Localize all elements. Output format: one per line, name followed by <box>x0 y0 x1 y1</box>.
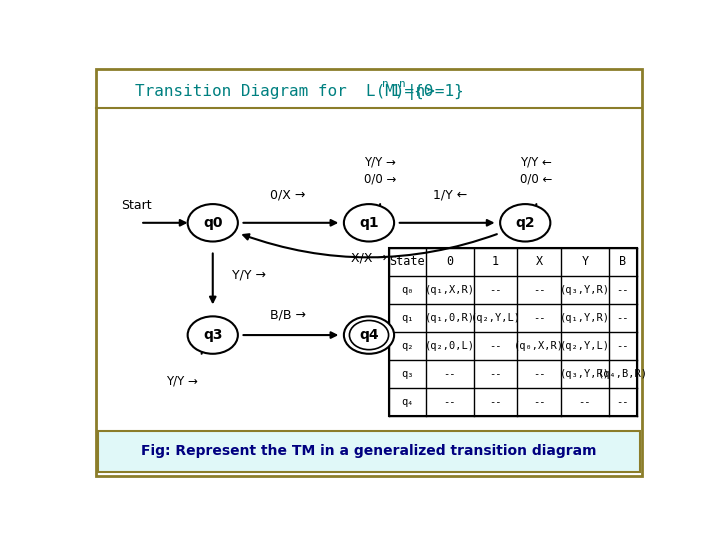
Text: q0: q0 <box>203 216 222 230</box>
Text: q2: q2 <box>516 216 535 230</box>
Text: --: -- <box>533 285 545 295</box>
Text: Y/Y ←: Y/Y ← <box>521 156 552 168</box>
Text: State: State <box>390 255 425 268</box>
Circle shape <box>500 204 550 241</box>
Text: Y/Y →: Y/Y → <box>166 375 198 388</box>
Text: Y/Y →: Y/Y → <box>233 268 266 281</box>
Circle shape <box>344 316 394 354</box>
Text: --: -- <box>533 369 545 379</box>
Text: --: -- <box>616 397 629 407</box>
Text: q4: q4 <box>359 328 379 342</box>
Text: Fig: Represent the TM in a generalized transition diagram: Fig: Represent the TM in a generalized t… <box>141 444 597 458</box>
FancyBboxPatch shape <box>389 248 637 416</box>
Text: q₂: q₂ <box>401 341 413 351</box>
Text: 0: 0 <box>446 255 454 268</box>
Text: (q₁,0,R): (q₁,0,R) <box>425 313 474 323</box>
Text: (q₂,Y,L): (q₂,Y,L) <box>471 313 521 323</box>
Text: (q₂,0,L): (q₂,0,L) <box>425 341 474 351</box>
Text: --: -- <box>616 285 629 295</box>
Text: q3: q3 <box>203 328 222 342</box>
FancyBboxPatch shape <box>99 431 639 472</box>
Text: n: n <box>382 78 389 89</box>
Text: (q₃,Y,R): (q₃,Y,R) <box>560 369 610 379</box>
Text: (q₃,Y,R): (q₃,Y,R) <box>560 285 610 295</box>
Text: 0/0 →: 0/0 → <box>364 172 396 185</box>
Text: Start: Start <box>121 199 151 212</box>
Text: --: -- <box>616 313 629 323</box>
Text: --: -- <box>490 285 502 295</box>
Text: (q₁,X,R): (q₁,X,R) <box>425 285 474 295</box>
Circle shape <box>188 204 238 241</box>
Text: Y: Y <box>581 255 588 268</box>
Text: --: -- <box>490 341 502 351</box>
Text: --: -- <box>444 397 456 407</box>
Text: q₃: q₃ <box>401 369 413 379</box>
Text: 1/Y ←: 1/Y ← <box>433 188 467 201</box>
Text: |n>=1}: |n>=1} <box>406 84 464 100</box>
Text: --: -- <box>616 341 629 351</box>
Text: Y/Y →: Y/Y → <box>364 156 396 168</box>
Text: q1: q1 <box>359 216 379 230</box>
Circle shape <box>188 316 238 354</box>
Text: --: -- <box>533 397 545 407</box>
Text: (q₂,Y,L): (q₂,Y,L) <box>560 341 610 351</box>
Text: 0/X →: 0/X → <box>271 188 306 201</box>
Text: X/X →: X/X → <box>351 252 387 265</box>
Text: --: -- <box>533 313 545 323</box>
FancyBboxPatch shape <box>96 69 642 476</box>
Circle shape <box>344 204 394 241</box>
Text: (q₁,Y,R): (q₁,Y,R) <box>560 313 610 323</box>
Text: (q₀,X,R): (q₀,X,R) <box>514 341 564 351</box>
Text: B/B →: B/B → <box>270 308 306 321</box>
Text: q₄: q₄ <box>401 397 413 407</box>
Text: 1: 1 <box>492 255 499 268</box>
Text: n: n <box>399 78 406 89</box>
Text: q₁: q₁ <box>401 313 413 323</box>
Text: B: B <box>619 255 626 268</box>
Text: X: X <box>536 255 543 268</box>
Text: q₀: q₀ <box>401 285 413 295</box>
Text: (q₄,B,R): (q₄,B,R) <box>598 369 648 379</box>
Text: Transition Diagram for  L(M)={0: Transition Diagram for L(M)={0 <box>135 84 433 99</box>
Text: --: -- <box>579 397 591 407</box>
Text: 0/0 ←: 0/0 ← <box>521 172 552 185</box>
Text: --: -- <box>490 397 502 407</box>
Text: 1: 1 <box>390 84 400 99</box>
Text: --: -- <box>444 369 456 379</box>
Text: --: -- <box>490 369 502 379</box>
